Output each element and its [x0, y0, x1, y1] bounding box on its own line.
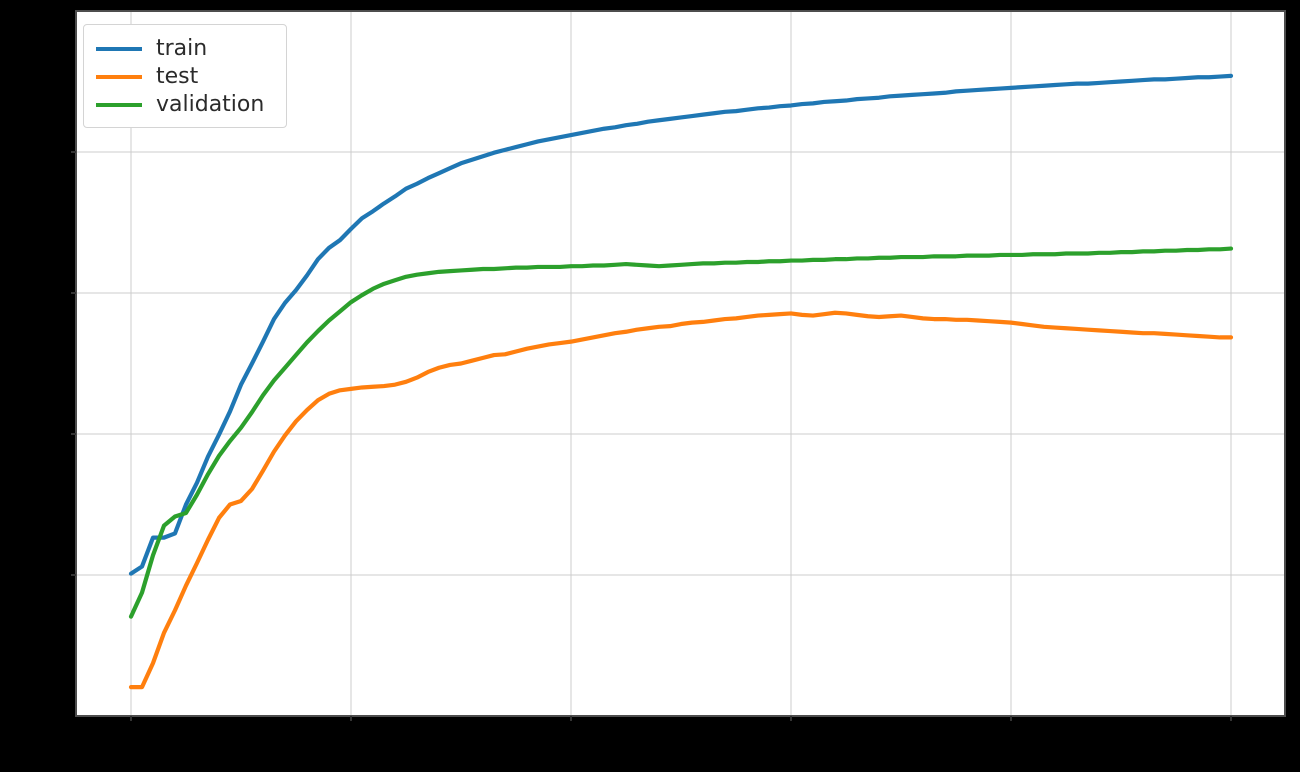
- series-line-train: [128, 73, 1234, 576]
- gridlines: [76, 11, 1285, 716]
- chart-legend: train test validation: [83, 24, 287, 128]
- legend-entry-test: test: [96, 63, 286, 91]
- legend-swatch-validation: [96, 103, 142, 107]
- legend-label-validation: validation: [156, 92, 265, 117]
- series-line-test: [128, 310, 1234, 690]
- legend-swatch-train: [96, 47, 142, 51]
- axis-tick-marks: [71, 150, 1233, 721]
- series-lines: [128, 73, 1234, 690]
- series-line-validation: [128, 246, 1234, 619]
- legend-label-train: train: [156, 36, 208, 61]
- legend-swatch-test: [96, 75, 142, 79]
- axes-spines: [74, 9, 1287, 718]
- legend-entry-train: train: [96, 35, 286, 63]
- axes-border: [74, 9, 1287, 718]
- legend-label-test: test: [156, 64, 199, 89]
- legend-entry-validation: validation: [96, 91, 286, 119]
- plot-axes-area: [76, 11, 1285, 716]
